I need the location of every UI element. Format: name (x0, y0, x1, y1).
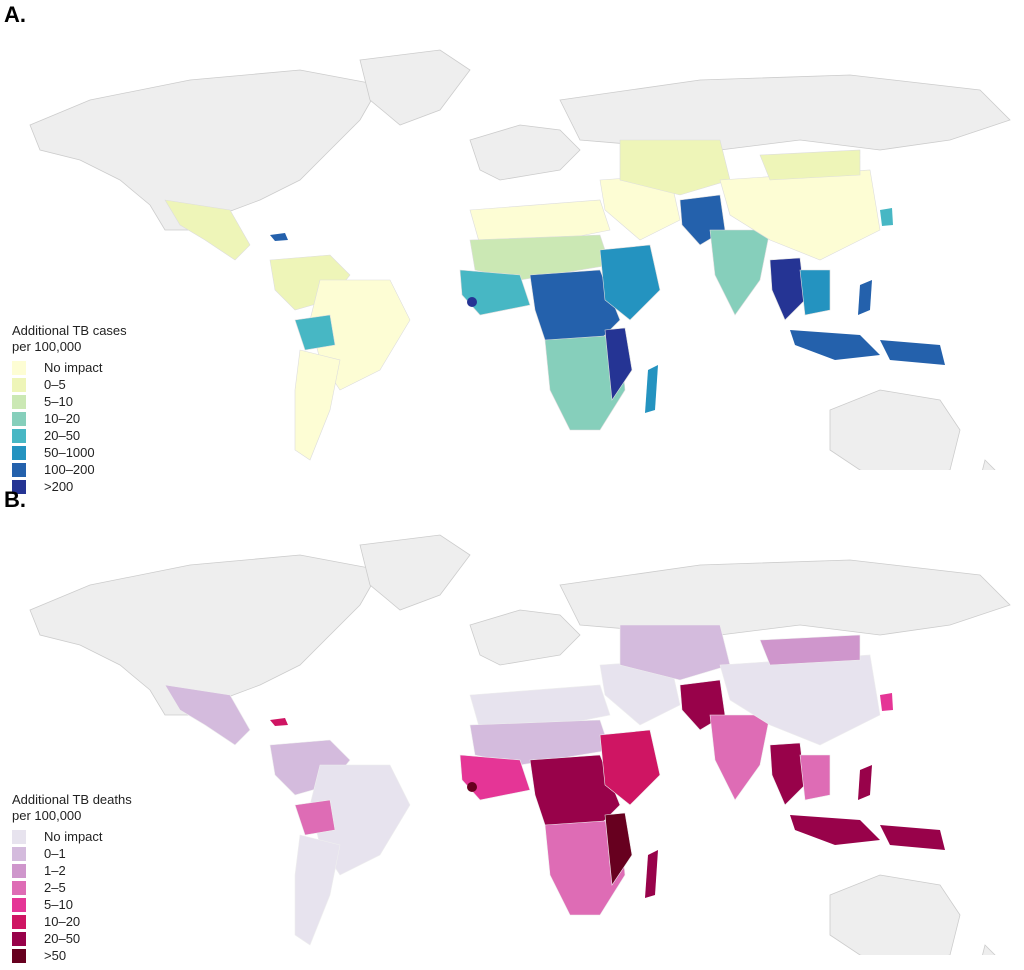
legend-swatch (12, 931, 26, 946)
world-map-deaths (29, 534, 1011, 955)
legend-item: 1–2 (12, 862, 132, 879)
legend-item: 20–50 (12, 930, 132, 947)
legend-item: 5–10 (12, 896, 132, 913)
legend-title: Additional TB deaths per 100,000 (12, 792, 132, 823)
legend-swatch (12, 880, 26, 895)
legend-item: 50–1000 (12, 444, 127, 461)
legend-item: 2–5 (12, 879, 132, 896)
legend-swatch (12, 863, 26, 878)
legend-item: 10–20 (12, 410, 127, 427)
legend-cases: Additional TB cases per 100,000 No impac… (12, 323, 127, 495)
legend-item: >200 (12, 478, 127, 495)
panel-label: B. (4, 487, 26, 512)
legend-swatch (12, 479, 26, 494)
legend-item: >50 (12, 947, 132, 964)
legend-swatch (12, 948, 26, 963)
panel-b: B. Additional TB deaths per 100,00 (0, 485, 1024, 970)
legend-item: 5–10 (12, 393, 127, 410)
legend-swatch (12, 445, 26, 460)
legend-item: No impact (12, 359, 127, 376)
legend-swatch (12, 360, 26, 375)
legend-swatch (12, 914, 26, 929)
legend-item: 20–50 (12, 427, 127, 444)
panel-label: A. (4, 2, 26, 27)
legend-item: 0–1 (12, 845, 132, 862)
legend-item: 0–5 (12, 376, 127, 393)
legend-swatch (12, 428, 26, 443)
legend-deaths: Additional TB deaths per 100,000 No impa… (12, 792, 132, 964)
panel-a: A. (4, 2, 1011, 494)
legend-swatch (12, 411, 26, 426)
legend-title: Additional TB cases per 100,000 (12, 323, 127, 354)
world-map-cases (29, 49, 1011, 470)
legend-item: No impact (12, 828, 132, 845)
legend-item: 100–200 (12, 461, 127, 478)
legend-item: 10–20 (12, 913, 132, 930)
legend-swatch (12, 394, 26, 409)
legend-swatch (12, 377, 26, 392)
legend-swatch (12, 829, 26, 844)
legend-swatch (12, 897, 26, 912)
legend-swatch (12, 462, 26, 477)
legend-swatch (12, 846, 26, 861)
